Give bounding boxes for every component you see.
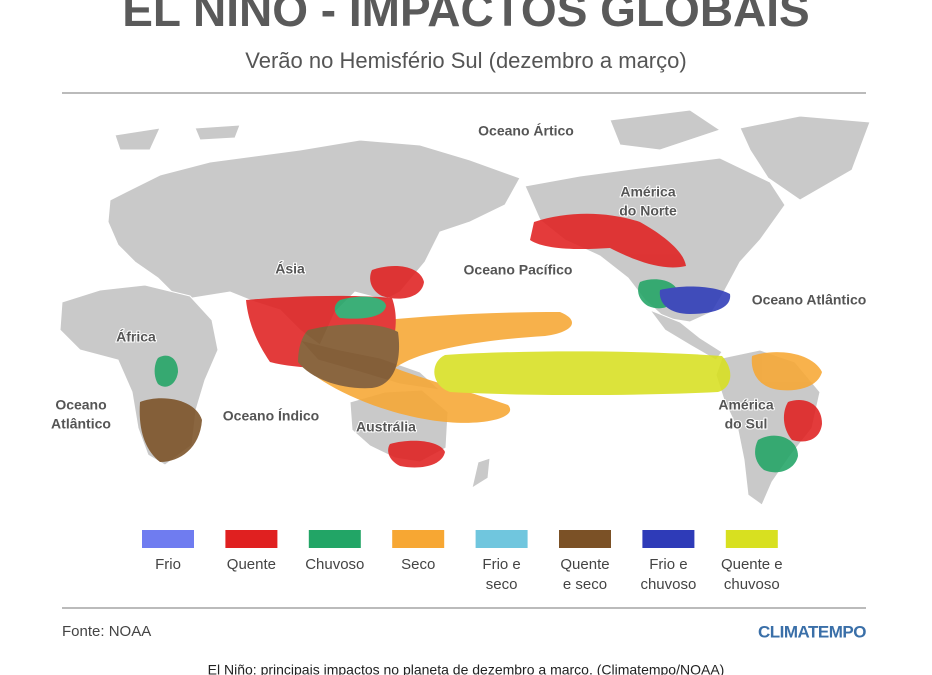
new-zealand — [471, 457, 491, 490]
legend-label: Seco — [401, 556, 435, 573]
legend-label: Quente — [227, 556, 276, 573]
legend-swatch — [225, 530, 278, 548]
legend-swatch — [308, 530, 361, 548]
map-label: Atlântico — [51, 416, 111, 432]
map-label: Ásia — [275, 261, 305, 277]
map-label: do Norte — [619, 203, 677, 219]
subtitle: Verão no Hemisfério Sul (dezembro a març… — [245, 48, 686, 73]
map-label: Oceano — [55, 397, 106, 413]
region-cold-wet-usa — [659, 286, 731, 314]
legend-label: Chuvoso — [305, 556, 364, 573]
map-label: América — [620, 184, 675, 200]
legend-label: chuvoso — [640, 576, 696, 593]
region-warm-brazil — [783, 400, 822, 442]
legend-label: Quente e — [721, 556, 783, 573]
region-warm-dry-indonesia — [298, 324, 400, 389]
region-warm-australia — [388, 440, 445, 468]
eurasia — [107, 139, 521, 346]
title: EL NIÑO - IMPACTOS GLOBAIS — [122, 0, 809, 36]
legend-label: Frio e — [649, 556, 687, 573]
legend-label: seco — [486, 576, 518, 593]
map-label: África — [116, 329, 156, 345]
legend-label: Frio — [155, 556, 181, 573]
arctic-islands — [114, 109, 722, 151]
greenland — [739, 115, 871, 201]
map-label: Oceano Pacífico — [464, 262, 573, 278]
legend-label: Quente — [560, 556, 609, 573]
map-labels: Oceano Ártico América do Norte Ásia Oceano P… — [50, 122, 867, 436]
legend-swatch — [142, 530, 194, 548]
legend-label: chuvoso — [724, 576, 780, 593]
caption: El Niño: principais impactos no planeta … — [208, 662, 725, 675]
legend-swatch — [392, 530, 445, 548]
region-wet-china — [334, 296, 386, 319]
legend-swatch — [642, 530, 695, 548]
legend-swatch — [559, 530, 611, 548]
map-label: do Sul — [725, 416, 768, 432]
region-wet-africa — [154, 355, 178, 387]
legend-label: e seco — [563, 576, 607, 593]
region-warm-north-america — [530, 213, 686, 268]
impact-regions — [139, 213, 822, 473]
region-warm-wet-pacific — [434, 351, 731, 395]
brand: CLIMATEMPO — [758, 622, 866, 641]
region-wet-south-america — [755, 435, 798, 473]
region-warm-dry-africa — [139, 398, 202, 462]
map-label: Oceano Índico — [223, 408, 319, 424]
region-warm-japan — [370, 266, 424, 299]
region-dry-brazil — [751, 352, 822, 391]
legend-label: Frio e — [482, 556, 520, 573]
legend: Frio Quente Chuvoso Seco Frio e seco Quente e s… — [142, 530, 783, 593]
source: Fonte: NOAA — [62, 623, 151, 640]
legend-swatch — [475, 530, 528, 548]
legend-swatch — [725, 530, 778, 548]
map-label: América — [718, 397, 773, 413]
map-label: Austrália — [356, 419, 416, 435]
map-label: Oceano Atlântico — [752, 292, 867, 308]
map-label: Oceano Ártico — [478, 123, 574, 139]
